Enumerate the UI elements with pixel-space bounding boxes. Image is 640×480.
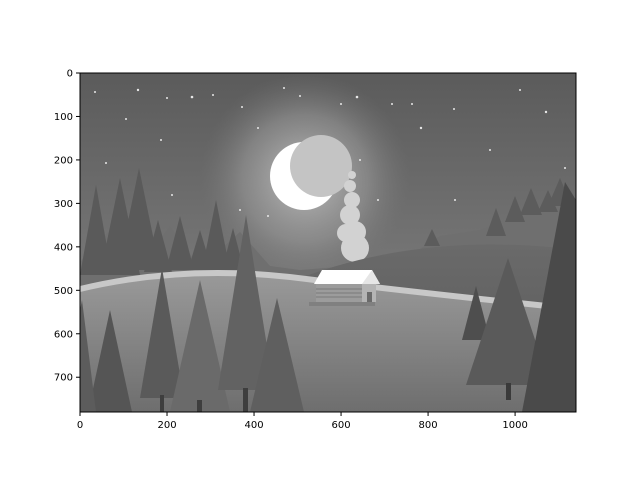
y-tick-label: 300: [54, 199, 73, 210]
x-tick-label: 800: [419, 420, 438, 431]
y-tick-label: 600: [54, 329, 73, 340]
crescent-moon: [270, 135, 352, 210]
cabin: [309, 270, 380, 306]
y-tick-label: 200: [54, 155, 73, 166]
pine-forest-left: [80, 215, 304, 412]
x-axis: 0 200 400 600 800 1000: [77, 412, 528, 431]
x-tick-label: 400: [244, 420, 263, 431]
y-tick-label: 100: [54, 112, 73, 123]
pine-forest-right: [462, 182, 576, 412]
y-tick-label: 400: [54, 242, 73, 253]
back-forest-right: [424, 178, 572, 246]
stars: [94, 87, 566, 217]
x-tick-label: 600: [332, 420, 351, 431]
back-forest: [80, 168, 244, 275]
x-tick-label: 0: [77, 420, 83, 431]
x-tick-label: 200: [157, 420, 176, 431]
y-axis: 0 100 200 300 400 500 600 700: [54, 69, 80, 384]
axes-frame: [79, 72, 577, 413]
y-tick-label: 0: [67, 69, 73, 80]
x-tick-label: 1000: [502, 420, 527, 431]
y-tick-label: 700: [54, 373, 73, 384]
smoke-column: [337, 171, 369, 262]
image-panel: [80, 73, 576, 412]
y-tick-label: 500: [54, 286, 73, 297]
